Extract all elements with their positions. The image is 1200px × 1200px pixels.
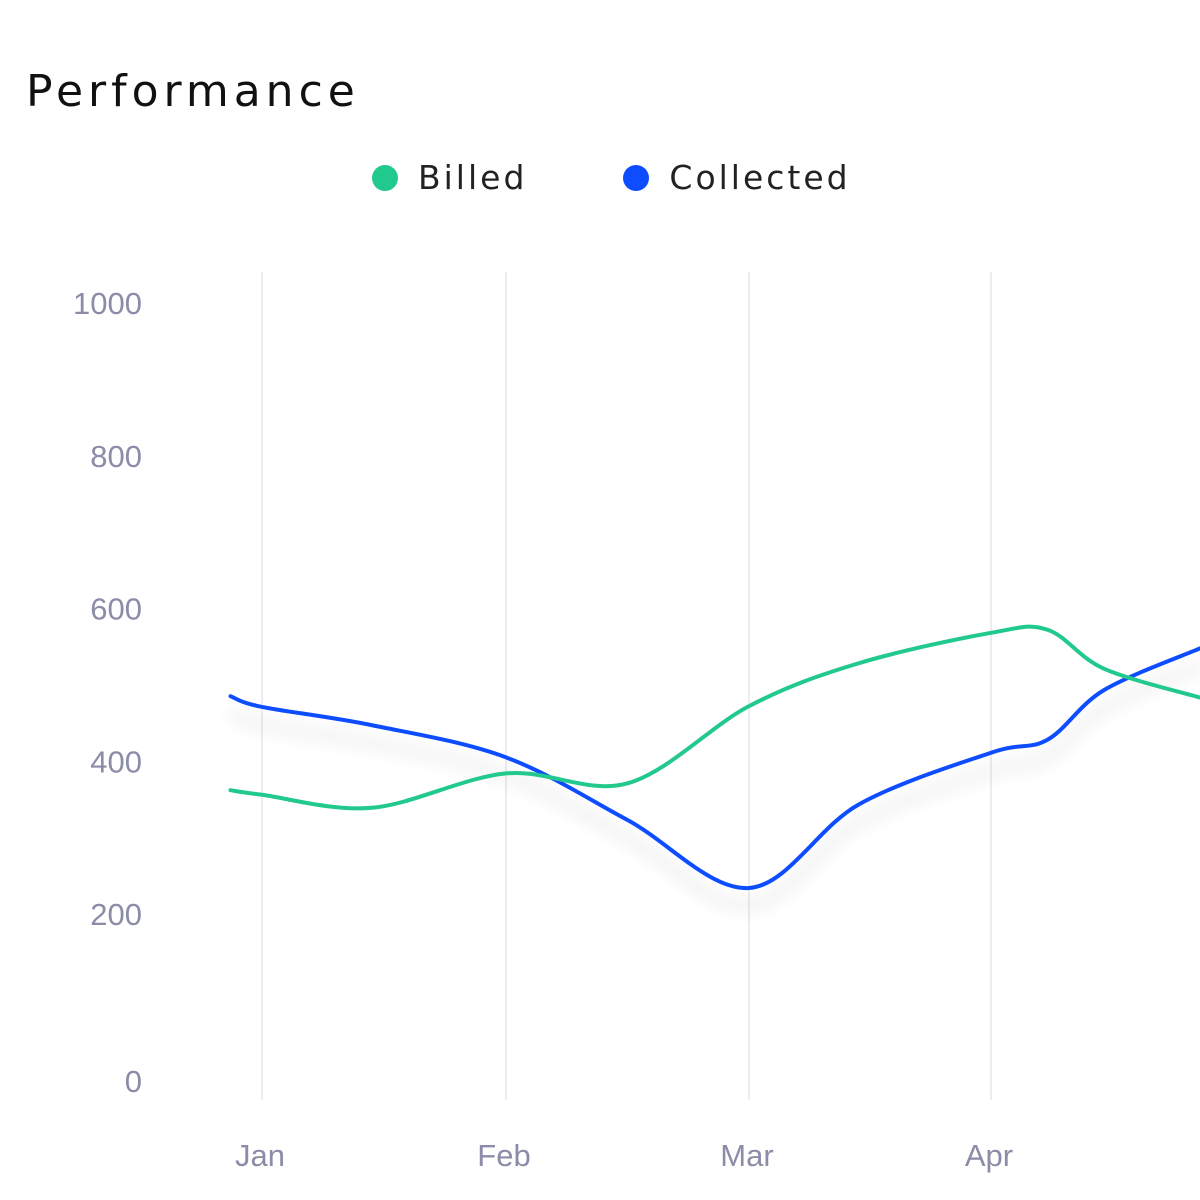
x-tick-label: Apr (965, 1138, 1013, 1173)
y-tick-label: 800 (90, 439, 142, 474)
collected-dot-icon (623, 164, 650, 191)
y-tick-label: 600 (90, 592, 142, 627)
x-tick-label: Mar (720, 1138, 773, 1173)
y-tick-label: 1000 (73, 286, 142, 321)
legend-label-billed: Billed (418, 158, 528, 197)
y-tick-label: 200 (90, 897, 142, 932)
y-tick-label: 400 (90, 744, 142, 779)
chart-title: Performance (26, 66, 360, 117)
series-line-billed (228, 624, 1200, 811)
legend-label-collected: Collected (669, 158, 851, 197)
x-tick-label: Feb (477, 1138, 530, 1173)
y-tick-label: 0 (125, 1064, 142, 1099)
legend-item-billed[interactable]: Billed (372, 158, 527, 197)
billed-dot-icon (372, 164, 398, 191)
legend: Billed Collected (372, 158, 947, 197)
legend-item-collected[interactable]: Collected (623, 158, 850, 197)
x-tick-label: Jan (235, 1138, 285, 1173)
series-line-collected (228, 646, 1200, 890)
